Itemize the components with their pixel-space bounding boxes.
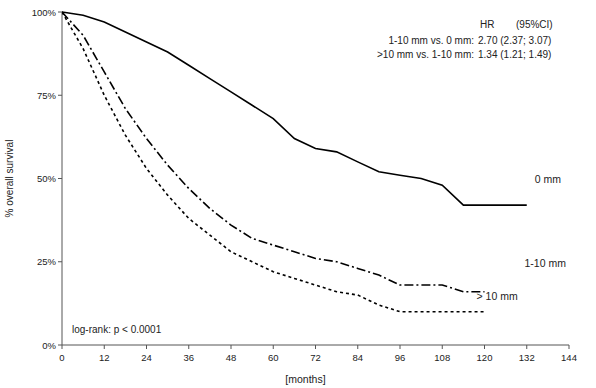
x-tick-label: 72 (310, 352, 321, 363)
x-tick (188, 345, 189, 349)
x-tick (484, 345, 485, 349)
x-tick-label: 96 (395, 352, 406, 363)
x-tick (526, 345, 527, 349)
x-tick (315, 345, 316, 349)
y-tick-label: 25% (37, 256, 57, 267)
x-tick-label: 144 (561, 352, 577, 363)
annotation: 1.34 (1.21; 1.49) (478, 49, 551, 60)
x-axis-label: [months] (285, 373, 325, 385)
x-tick (400, 345, 401, 349)
x-tick (442, 345, 443, 349)
x-tick-label: 24 (141, 352, 152, 363)
x-tick (273, 345, 274, 349)
y-tick (58, 12, 62, 13)
y-tick (58, 95, 62, 96)
x-tick-label: 0 (59, 352, 64, 363)
x-tick (146, 345, 147, 349)
annotation: 2.70 (2.37; 3.07) (478, 35, 551, 46)
y-tick (58, 178, 62, 179)
y-tick (58, 261, 62, 262)
x-tick (569, 345, 570, 349)
x-tick (357, 345, 358, 349)
y-tick-label: 100% (32, 7, 57, 18)
x-tick-label: 48 (226, 352, 237, 363)
x-tick-label: 36 (183, 352, 194, 363)
x-tick-label: 108 (434, 352, 450, 363)
x-tick-label: 84 (352, 352, 363, 363)
annotation: (95%CI) (516, 19, 553, 30)
annotation: >10 mm vs. 1-10 mm: (377, 49, 474, 60)
series-label: 0 mm (535, 173, 562, 185)
annotation: 1-10 mm vs. 0 mm: (388, 35, 474, 46)
survival-curve (62, 12, 527, 205)
x-tick-label: 120 (477, 352, 493, 363)
y-tick-label: 50% (37, 173, 57, 184)
x-tick-label: 12 (99, 352, 110, 363)
x-tick (62, 345, 63, 349)
y-tick-label: 75% (37, 90, 57, 101)
x-tick-label: 132 (519, 352, 535, 363)
x-tick (231, 345, 232, 349)
y-tick-label: 0% (42, 340, 56, 351)
x-tick (104, 345, 105, 349)
y-axis-label: % overall survival (4, 140, 15, 218)
series-label: 1-10 mm (525, 257, 567, 269)
series-label: > 10 mm (477, 290, 518, 302)
plot-area (62, 12, 527, 312)
x-tick-label: 60 (268, 352, 279, 363)
annotation: HR (480, 19, 494, 30)
y-tick (58, 345, 62, 346)
annotation: log-rank: p < 0.0001 (72, 324, 162, 335)
survival-curve (62, 12, 485, 312)
survival-curve (62, 12, 485, 292)
chart: 0% 25% 50% 75% 100% 0 12 24 36 48 60 72 84 96 108 120 13… (0, 0, 596, 388)
